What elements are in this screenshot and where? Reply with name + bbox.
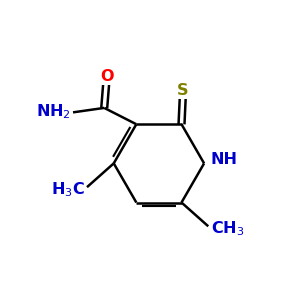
Text: S: S	[177, 83, 189, 98]
Text: O: O	[100, 69, 113, 84]
Text: H$_3$C: H$_3$C	[51, 180, 85, 199]
Text: NH: NH	[211, 152, 238, 167]
Text: CH$_3$: CH$_3$	[211, 219, 244, 238]
Text: NH$_2$: NH$_2$	[36, 102, 70, 121]
